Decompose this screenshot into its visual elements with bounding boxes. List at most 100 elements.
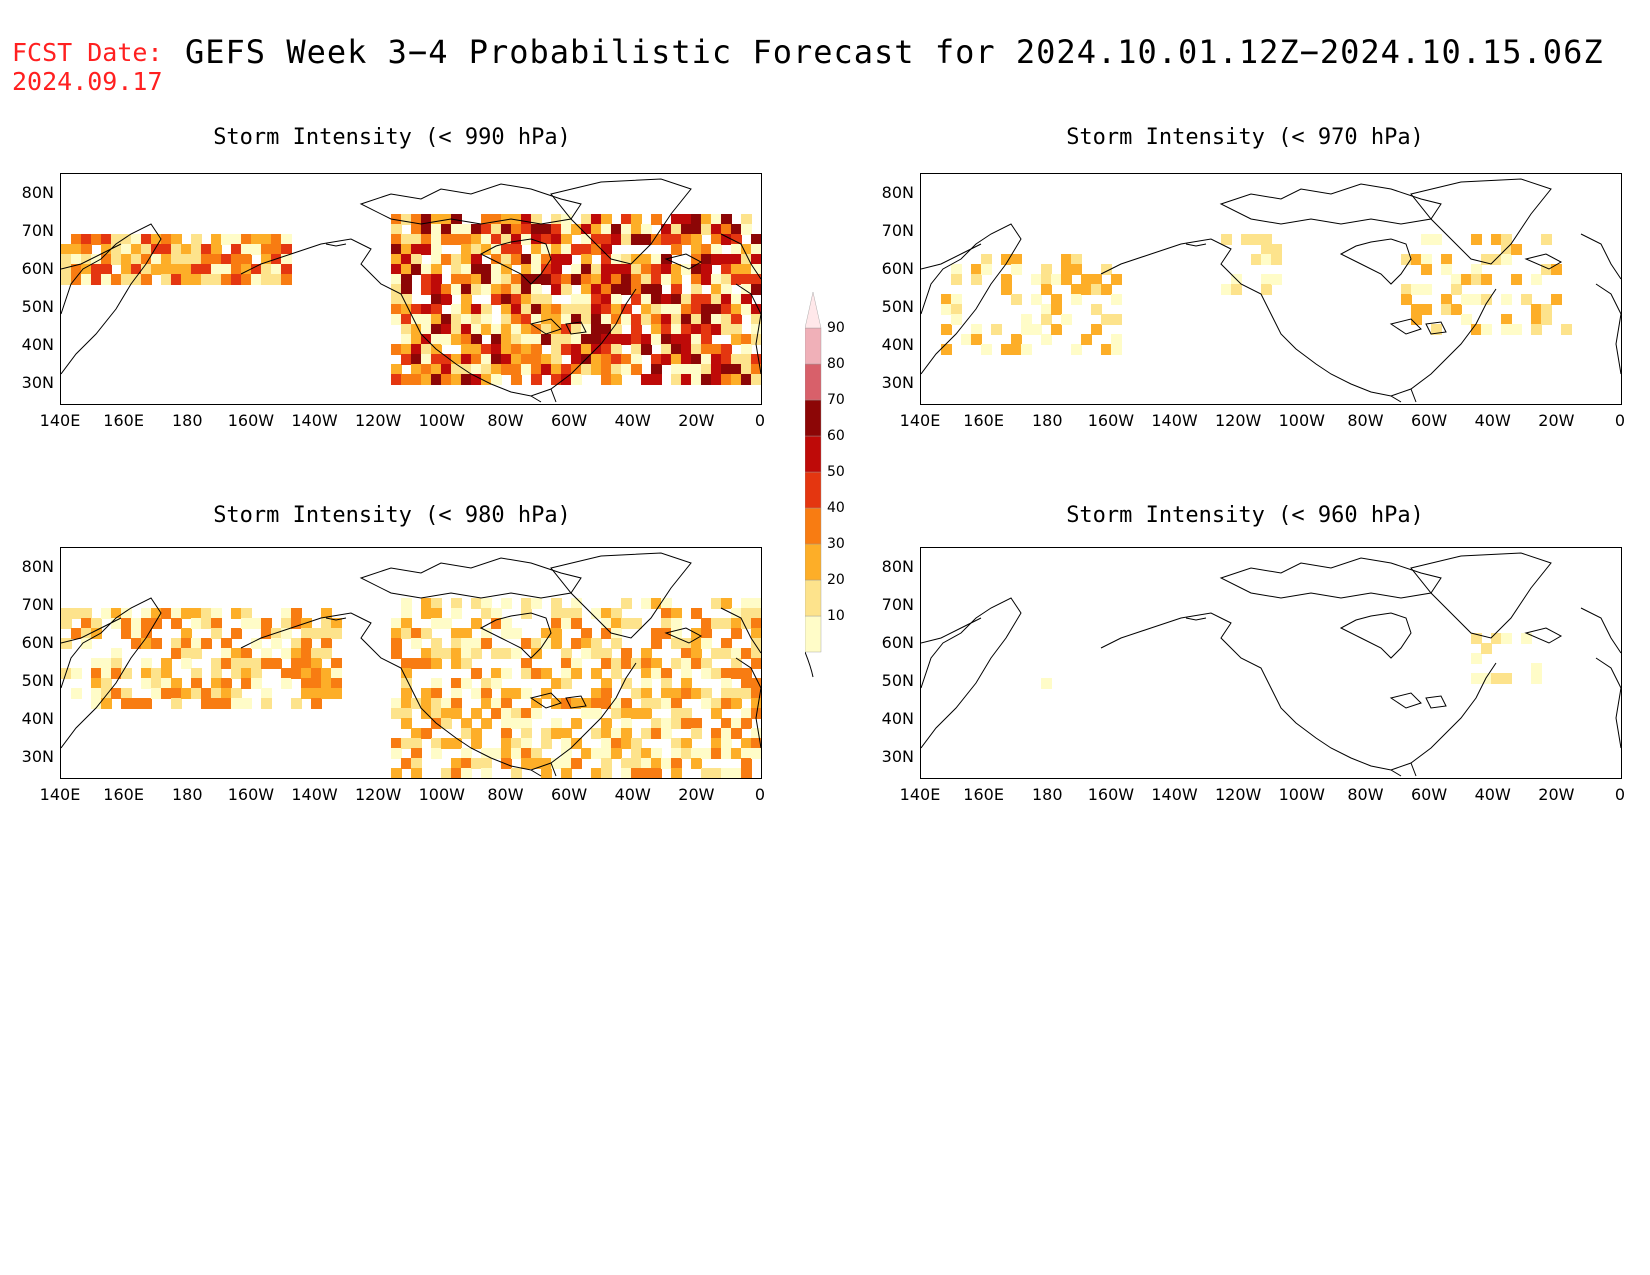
probability-cell xyxy=(311,648,322,659)
probability-cell xyxy=(621,648,632,659)
probability-cell xyxy=(521,324,532,335)
probability-cell xyxy=(551,374,562,385)
probability-cell xyxy=(561,284,572,295)
colorbar: 10 20 30 40 50 60 70 80 90 xyxy=(804,272,865,682)
lat-tick-label: 50N xyxy=(21,671,54,690)
probability-cell xyxy=(401,334,412,345)
probability-cell xyxy=(261,698,272,709)
probability-cell xyxy=(1231,284,1242,295)
probability-cell xyxy=(981,264,992,275)
probability-cell xyxy=(671,244,682,255)
coastline-path xyxy=(359,557,582,599)
colorbar-level-label: 30 xyxy=(827,536,845,552)
probability-cell xyxy=(981,344,992,355)
probability-cell xyxy=(201,698,212,709)
colorbar-swatch xyxy=(804,543,822,581)
probability-cell xyxy=(231,658,242,669)
lon-tick-label: 120W xyxy=(1214,411,1262,430)
probability-cell xyxy=(431,374,442,385)
coastline-path xyxy=(921,223,1022,375)
probability-cell xyxy=(941,324,952,335)
probability-cell xyxy=(91,618,102,629)
probability-cell xyxy=(411,234,422,245)
probability-cell xyxy=(321,688,332,699)
probability-cell xyxy=(401,284,412,295)
probability-cell xyxy=(581,264,592,275)
probability-cell xyxy=(691,314,702,325)
probability-cell xyxy=(561,648,572,659)
probability-cell xyxy=(741,648,752,659)
probability-cell xyxy=(561,344,572,355)
probability-cell xyxy=(691,374,702,385)
probability-cell xyxy=(491,708,502,719)
coastline-path xyxy=(1390,762,1417,777)
probability-cell xyxy=(1451,274,1462,285)
probability-cell xyxy=(1251,254,1262,265)
probability-cell xyxy=(111,254,122,265)
probability-cell xyxy=(581,224,592,235)
probability-cell xyxy=(411,758,422,769)
probability-cell xyxy=(461,284,472,295)
probability-cell xyxy=(621,254,632,265)
probability-cell xyxy=(711,364,722,375)
probability-cell xyxy=(401,254,412,265)
probability-cell xyxy=(251,658,262,669)
probability-cell xyxy=(481,344,492,355)
probability-cell xyxy=(511,738,522,749)
probability-cell xyxy=(491,284,502,295)
coastline-path xyxy=(1219,183,1442,225)
probability-cell xyxy=(391,738,402,749)
probability-cell xyxy=(651,294,662,305)
probability-cell xyxy=(411,314,422,325)
probability-cell xyxy=(601,284,612,295)
probability-cell xyxy=(481,364,492,375)
probability-cell xyxy=(1541,264,1552,275)
probability-cell xyxy=(101,658,112,669)
probability-cell xyxy=(431,224,442,235)
probability-cell xyxy=(211,244,222,255)
probability-cell xyxy=(581,254,592,265)
probability-cell xyxy=(671,214,682,225)
probability-cell xyxy=(431,314,442,325)
probability-cell xyxy=(411,748,422,759)
probability-cell xyxy=(391,638,402,649)
probability-cell xyxy=(491,668,502,679)
colorbar-graphic xyxy=(804,291,822,678)
probability-cell xyxy=(111,618,122,629)
probability-cell xyxy=(561,658,572,669)
probability-cell xyxy=(391,274,402,285)
probability-cell xyxy=(441,364,452,375)
probability-cell xyxy=(571,608,582,619)
probability-cell xyxy=(491,254,502,265)
lon-tick-label: 160W xyxy=(227,411,275,430)
probability-cell xyxy=(421,324,432,335)
probability-cell xyxy=(741,294,752,305)
probability-cell xyxy=(471,254,482,265)
probability-cell xyxy=(641,344,652,355)
probability-cell xyxy=(161,658,172,669)
probability-cell xyxy=(521,738,532,749)
probability-cell xyxy=(91,688,102,699)
probability-cell xyxy=(511,628,522,639)
probability-cell xyxy=(671,354,682,365)
probability-cell xyxy=(511,718,522,729)
colorbar-swatch xyxy=(804,471,822,509)
probability-cell xyxy=(171,698,182,709)
probability-cell xyxy=(571,618,582,629)
probability-cell xyxy=(561,304,572,315)
probability-cell xyxy=(1071,284,1082,295)
probability-cell xyxy=(451,284,462,295)
probability-cell xyxy=(531,334,542,345)
probability-cell xyxy=(561,748,572,759)
probability-cell xyxy=(641,758,652,769)
probability-cell xyxy=(701,214,712,225)
probability-cell xyxy=(571,758,582,769)
probability-cell xyxy=(1261,234,1272,245)
probability-cell xyxy=(591,324,602,335)
probability-cell xyxy=(1101,314,1112,325)
probability-cell xyxy=(651,264,662,275)
probability-cell xyxy=(601,354,612,365)
probability-cell xyxy=(671,748,682,759)
colorbar-level-label: 70 xyxy=(827,392,845,408)
probability-cell xyxy=(1441,294,1452,305)
